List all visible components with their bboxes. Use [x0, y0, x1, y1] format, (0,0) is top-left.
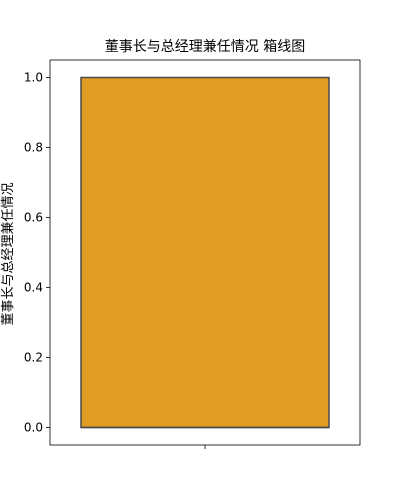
y-tick-label: 0.2 — [24, 351, 43, 365]
y-tick-label: 1.0 — [24, 71, 43, 85]
plot-area: 0.0 0.2 0.4 0.6 0.8 1.0 — [24, 59, 361, 449]
y-tick-label: 0.8 — [24, 141, 43, 155]
chart-title: 董事长与总经理兼任情况 箱线图 — [105, 39, 305, 55]
box-body — [80, 76, 330, 429]
y-tick-label: 0.0 — [24, 421, 43, 435]
y-tick-label: 0.4 — [24, 281, 43, 295]
axes-frame — [49, 59, 361, 446]
y-axis-label: 董事长与总经理兼任情况 — [1, 182, 16, 325]
y-tick-label: 0.6 — [24, 211, 43, 225]
